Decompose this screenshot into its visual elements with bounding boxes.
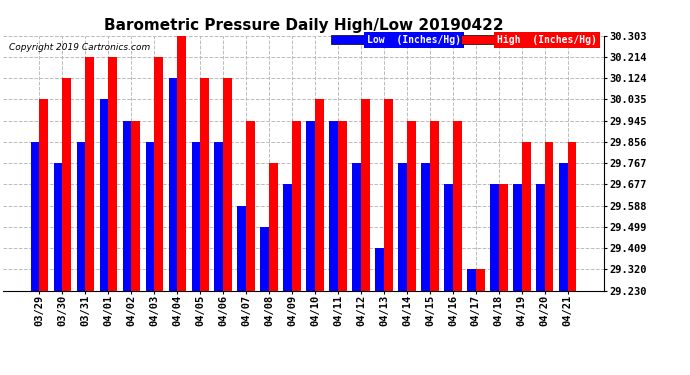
Bar bbox=[522, 142, 531, 291]
Bar bbox=[155, 57, 163, 291]
Bar bbox=[131, 121, 140, 291]
Bar bbox=[490, 184, 499, 291]
Bar bbox=[108, 57, 117, 291]
Bar bbox=[31, 142, 39, 291]
Bar bbox=[292, 121, 301, 291]
Bar bbox=[215, 142, 223, 291]
Bar bbox=[467, 269, 476, 291]
Bar bbox=[86, 57, 94, 291]
Bar bbox=[99, 99, 108, 291]
Bar bbox=[559, 163, 568, 291]
Bar bbox=[168, 78, 177, 291]
Bar bbox=[361, 99, 370, 291]
Bar bbox=[407, 121, 415, 291]
Bar bbox=[568, 142, 576, 291]
Bar bbox=[77, 142, 86, 291]
Bar bbox=[421, 163, 430, 291]
Bar bbox=[444, 184, 453, 291]
Bar bbox=[353, 163, 361, 291]
Bar bbox=[536, 184, 545, 291]
Bar bbox=[306, 121, 315, 291]
Bar bbox=[430, 121, 439, 291]
Bar bbox=[329, 121, 338, 291]
Bar bbox=[192, 142, 200, 291]
Bar bbox=[62, 78, 71, 291]
Bar bbox=[260, 227, 269, 291]
Bar bbox=[146, 142, 155, 291]
Bar bbox=[269, 163, 278, 291]
Bar bbox=[237, 206, 246, 291]
Text: Copyright 2019 Cartronics.com: Copyright 2019 Cartronics.com bbox=[10, 43, 150, 52]
Bar bbox=[398, 163, 407, 291]
Legend: Low  (Inches/Hg), High  (Inches/Hg): Low (Inches/Hg), High (Inches/Hg) bbox=[329, 33, 599, 47]
Bar bbox=[284, 184, 292, 291]
Bar bbox=[513, 184, 522, 291]
Bar bbox=[453, 121, 462, 291]
Bar bbox=[315, 99, 324, 291]
Bar bbox=[200, 78, 209, 291]
Bar bbox=[499, 184, 508, 291]
Bar bbox=[375, 248, 384, 291]
Bar bbox=[54, 163, 62, 291]
Bar bbox=[39, 99, 48, 291]
Bar bbox=[177, 36, 186, 291]
Bar bbox=[123, 121, 131, 291]
Bar bbox=[246, 121, 255, 291]
Bar bbox=[338, 121, 347, 291]
Bar bbox=[545, 142, 553, 291]
Bar bbox=[223, 78, 232, 291]
Title: Barometric Pressure Daily High/Low 20190422: Barometric Pressure Daily High/Low 20190… bbox=[104, 18, 504, 33]
Bar bbox=[476, 269, 484, 291]
Bar bbox=[384, 99, 393, 291]
